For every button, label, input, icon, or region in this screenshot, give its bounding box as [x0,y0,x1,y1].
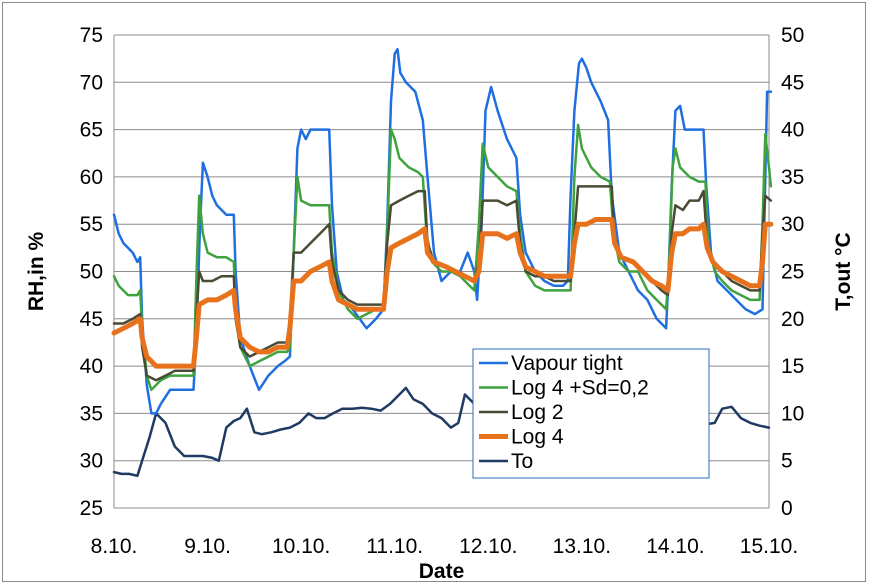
y2-tick-label: 0 [781,497,793,520]
y-tick-label: 25 [80,497,103,520]
x-tick-label: 8.10. [91,535,138,558]
x-tick-label: 10.10. [272,535,330,558]
x-tick-label: 11.10. [366,535,423,558]
y2-tick-label: 35 [781,166,804,189]
y-tick-label: 60 [80,166,103,189]
y-tick-label: 70 [80,71,103,94]
y-axis-title: RH,in % [25,232,48,312]
legend-label: Vapour tight [511,352,623,375]
y-tick-labels: 25 30 35 40 45 50 55 60 65 70 75 [80,24,103,520]
y2-tick-label: 30 [781,213,804,236]
y2-tick-label: 5 [781,450,793,473]
y-tick-label: 55 [80,213,103,236]
x-tick-label: 9.10. [184,535,231,558]
grid-lines [114,34,769,509]
y-tick-label: 30 [80,450,103,473]
y-tick-label: 75 [80,24,103,47]
series-line-log-4 [111,217,774,369]
x-axis-title: Date [419,560,465,583]
y-tick-label: 50 [80,261,103,284]
x-tick-label: 12.10. [459,535,517,558]
x-tick-label: 15.10. [740,535,798,558]
y2-tick-labels: 0 5 10 15 20 25 30 35 40 45 50 [781,24,804,520]
x-tick-label: 13.10. [553,535,611,558]
axes [113,35,770,508]
y2-tick-label: 45 [781,71,804,94]
y-tick-label: 40 [80,355,103,378]
y2-tick-label: 15 [781,355,804,378]
legend-label: Log 2 [511,401,564,424]
legend-label: Log 4 +Sd=0,2 [511,377,649,400]
legend-label: To [511,450,533,473]
legend-box [472,348,710,479]
y-tick-label: 65 [80,119,103,142]
y2-tick-label: 10 [781,402,804,425]
legend-label: Log 4 [511,426,564,449]
x-tick-labels: 8.10. 9.10. 10.10. 11.10. 12.10. 13.10. 14.10.… [91,535,799,558]
series-line-vapour-tight [112,47,773,415]
y2-tick-label: 20 [781,308,804,331]
y2-tick-label: 50 [781,24,804,47]
y-tick-label: 45 [80,308,103,331]
y-tick-label: 35 [80,402,103,425]
y2-axis-title: T,out °C [832,232,855,310]
x-tick-label: 14.10. [646,535,704,558]
y2-tick-label: 40 [781,119,804,142]
y2-tick-label: 25 [781,261,804,284]
